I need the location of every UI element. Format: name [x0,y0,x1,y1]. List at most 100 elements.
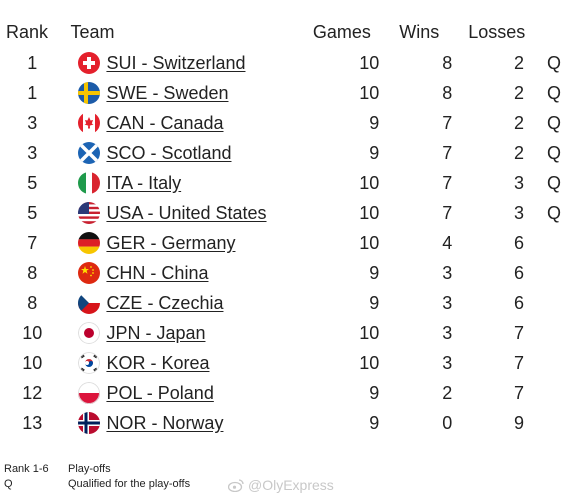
header-wins: Wins [399,21,440,42]
usa-flag-icon [78,202,101,224]
team-link[interactable]: CZE - Czechia [106,292,224,313]
team-link[interactable]: SWE - Sweden [106,82,229,103]
games-cell: 10 [359,172,380,193]
table-row: 7 GER - Germany 10 4 6 [0,228,561,258]
rank-cell: 1 [27,82,38,103]
header-qualification [532,16,561,48]
qualification-cell [532,258,561,288]
losses-cell: 3 [513,202,524,223]
rank-cell: 8 [27,292,38,313]
czechia-flag-icon [78,292,101,314]
qualification-cell [532,378,561,408]
header-row: Rank Team Games Wins Losses [0,16,561,48]
rank-cell: 10 [22,322,43,343]
norway-flag-icon [78,412,101,434]
team-link[interactable]: POL - Poland [106,382,214,403]
rank-cell: 8 [27,262,38,283]
japan-flag-icon [78,322,101,344]
legend-key: Q [4,478,13,490]
table-row: 5 USA - United States 10 7 3 Q [0,198,561,228]
team-link[interactable]: SCO - Scotland [106,142,232,163]
wins-cell: 7 [442,172,453,193]
games-cell: 10 [359,352,380,373]
team-cell: USA - United States [70,198,306,228]
losses-cell: 7 [513,322,524,343]
team-cell: JPN - Japan [70,318,306,348]
games-cell: 10 [359,322,380,343]
team-link[interactable]: CAN - Canada [106,112,224,133]
rank-cell: 13 [22,412,43,433]
team-cell: KOR - Korea [70,348,306,378]
switzerland-flag-icon [78,52,101,74]
team-cell: CHN - China [70,258,306,288]
games-cell: 9 [369,142,380,163]
team-link[interactable]: NOR - Norway [106,412,224,433]
rank-cell: 7 [27,232,38,253]
team-cell: CAN - Canada [70,108,306,138]
canada-flag-icon [78,112,101,134]
rank-cell: 5 [27,172,38,193]
italy-flag-icon [78,172,101,194]
losses-cell: 3 [513,172,524,193]
table-row: 8 CHN - China 9 3 6 [0,258,561,288]
legend-key: Rank 1-6 [4,463,49,475]
table-row: 12 POL - Poland 9 2 7 [0,378,561,408]
wins-cell: 3 [442,352,453,373]
header-rank: Rank [6,21,49,42]
qualification-cell: Q [546,112,561,133]
rank-cell: 3 [27,142,38,163]
standings-table: Rank Team Games Wins Losses 1 SUI - Switz… [0,16,561,438]
team-cell: ITA - Italy [70,168,306,198]
team-cell: POL - Poland [70,378,306,408]
team-link[interactable]: SUI - Switzerland [106,52,246,73]
rank-cell: 12 [22,382,43,403]
losses-cell: 6 [513,232,524,253]
table-row: 10 KOR - Korea 10 3 7 [0,348,561,378]
team-link[interactable]: ITA - Italy [106,172,182,193]
losses-cell: 2 [513,112,524,133]
qualification-cell [532,318,561,348]
wins-cell: 3 [442,292,453,313]
china-flag-icon [78,262,101,284]
qualification-cell: Q [546,172,561,193]
games-cell: 10 [359,232,380,253]
team-link[interactable]: CHN - China [106,262,209,283]
wins-cell: 7 [442,202,453,223]
wins-cell: 3 [442,322,453,343]
weibo-logo-icon [228,479,244,492]
rank-cell: 5 [27,202,38,223]
wins-cell: 8 [442,52,453,73]
team-cell: GER - Germany [70,228,306,258]
qualification-cell [532,348,561,378]
table-row: 8 CZE - Czechia 9 3 6 [0,288,561,318]
table-row: 10 JPN - Japan 10 3 7 [0,318,561,348]
legend-row: Rank 1-6 Play-offs [4,462,190,477]
table-row: 3 CAN - Canada 9 7 2 Q [0,108,561,138]
games-cell: 9 [369,382,380,403]
table-row: 5 ITA - Italy 10 7 3 Q [0,168,561,198]
qualification-cell: Q [546,82,561,103]
team-link[interactable]: GER - Germany [106,232,236,253]
losses-cell: 6 [513,262,524,283]
rank-cell: 3 [27,112,38,133]
watermark: @OlyExpress [228,477,334,493]
games-cell: 10 [359,82,380,103]
legend-description: Play-offs [68,463,111,475]
header-team: Team [70,21,115,42]
qualification-cell [532,228,561,258]
team-cell: NOR - Norway [70,408,306,438]
losses-cell: 2 [513,142,524,163]
rank-cell: 1 [27,52,38,73]
losses-cell: 2 [513,52,524,73]
team-link[interactable]: USA - United States [106,202,267,223]
losses-cell: 9 [513,412,524,433]
team-link[interactable]: JPN - Japan [106,322,206,343]
wins-cell: 7 [442,142,453,163]
wins-cell: 0 [442,412,453,433]
team-cell: SCO - Scotland [70,138,306,168]
losses-cell: 2 [513,82,524,103]
wins-cell: 3 [442,262,453,283]
team-link[interactable]: KOR - Korea [106,352,210,373]
table-row: 13 NOR - Norway 9 0 9 [0,408,561,438]
korea-flag-icon [78,352,101,374]
